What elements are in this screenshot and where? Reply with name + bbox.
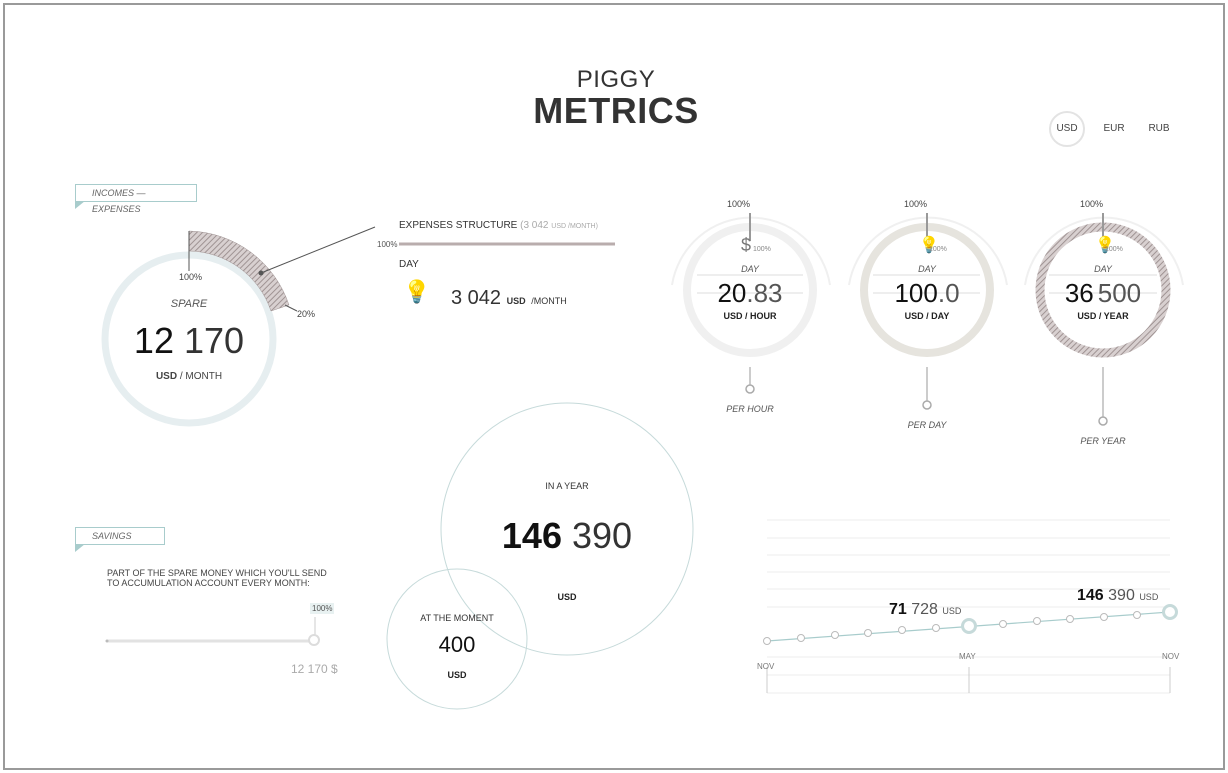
savings-slider-pct: 100% bbox=[310, 603, 335, 614]
lightbulb-icon-year: 💡 bbox=[1095, 237, 1115, 254]
timeline-label-end: NOV bbox=[1162, 652, 1180, 661]
meter-hour-period: DAY bbox=[741, 264, 759, 274]
timeline-label-start: NOV bbox=[757, 662, 775, 671]
meter-year-period: DAY bbox=[1094, 264, 1112, 274]
timeline-end-rest: 390 bbox=[1108, 587, 1135, 604]
currency-eur-button[interactable]: EUR bbox=[1103, 123, 1125, 134]
savings-tag[interactable]: SAVINGS bbox=[75, 527, 165, 552]
timeline-mid-unit: USD bbox=[942, 606, 962, 616]
meter-hour-unit: USD / HOUR bbox=[723, 311, 777, 321]
meter-year-pct-top: 100% bbox=[1080, 199, 1104, 209]
lightbulb-icon: 💡 bbox=[403, 279, 431, 304]
meter-year-foot: PER YEAR bbox=[1080, 436, 1126, 446]
year-bubble-unit: USD bbox=[557, 592, 577, 602]
expenses-item-period: DAY bbox=[399, 259, 419, 270]
meter-hour-value-main: 20 bbox=[717, 278, 747, 308]
spare-label: SPARE bbox=[170, 298, 208, 310]
expenses-pct: 100% bbox=[377, 240, 398, 249]
meter-hour-pct-top: 100% bbox=[727, 199, 751, 209]
meter-year bbox=[1024, 213, 1184, 426]
expenses-arc bbox=[188, 230, 290, 312]
currency-rub-button[interactable]: RUB bbox=[1148, 123, 1170, 134]
now-bubble-unit: USD bbox=[447, 670, 467, 680]
expenses-title: EXPENSES STRUCTURE bbox=[399, 220, 518, 231]
year-bubble bbox=[440, 402, 694, 656]
meter-year-unit: USD / YEAR bbox=[1077, 311, 1129, 321]
now-bubble bbox=[386, 568, 528, 710]
timeline-points bbox=[763, 611, 1141, 645]
meter-year-pct-mid: 100% bbox=[1105, 246, 1123, 253]
meter-day-value-main: 100 bbox=[894, 278, 938, 308]
timeline-end-main: 146 bbox=[1077, 587, 1104, 604]
expenses-subtitle-unit: USD /MONTH) bbox=[551, 223, 598, 230]
spare-value-main: 12 bbox=[133, 320, 174, 361]
savings-amount: 12 170 $ bbox=[291, 662, 338, 676]
decor-layer bbox=[101, 213, 1184, 710]
savings-desc-line1: PART OF THE SPARE MONEY WHICH YOU'LL SEN… bbox=[107, 568, 327, 578]
meter-day-pct-top: 100% bbox=[904, 199, 928, 209]
meter-hour bbox=[671, 213, 831, 394]
expenses-item-value: 3 042 bbox=[451, 287, 502, 309]
now-bubble-value: 400 bbox=[438, 632, 476, 657]
spare-pct-top: 100% bbox=[179, 272, 203, 282]
timeline-mid-point[interactable] bbox=[961, 618, 977, 634]
meter-day-pct-mid: 100% bbox=[929, 246, 947, 253]
meter-year-value-main: 36 bbox=[1064, 278, 1094, 308]
expenses-item-currency: USD bbox=[506, 296, 526, 306]
lightbulb-icon-day: 💡 bbox=[919, 237, 939, 254]
timeline-end-point[interactable] bbox=[1162, 604, 1178, 620]
dollar-icon: $ bbox=[741, 235, 752, 255]
meter-day-foot: PER DAY bbox=[907, 420, 947, 430]
savings-slider-handle[interactable] bbox=[308, 634, 320, 646]
app-window: PIGGY METRICS USD EUR RUB INCOMES — EXPE… bbox=[3, 3, 1225, 770]
meter-day bbox=[848, 213, 1008, 410]
spare-unit-currency: USD bbox=[155, 371, 178, 382]
spare-value-rest: 170 bbox=[183, 320, 245, 361]
savings-desc-line2: TO ACCUMULATION ACCOUNT EVERY MONTH: bbox=[107, 578, 310, 588]
logo-line2: METRICS bbox=[533, 90, 699, 131]
year-bubble-main: 146 bbox=[501, 515, 562, 556]
meter-hour-foot: PER HOUR bbox=[726, 404, 774, 414]
expenses-item-unit: /MONTH bbox=[531, 296, 567, 306]
year-bubble-rest: 390 bbox=[572, 515, 633, 556]
timeline-mid-rest: 728 bbox=[911, 601, 938, 618]
currency-usd-button[interactable]: USD bbox=[1049, 111, 1085, 147]
meter-hour-value-rest: .83 bbox=[746, 278, 783, 308]
logo-line1: PIGGY bbox=[576, 66, 656, 93]
year-bubble-label: IN A YEAR bbox=[545, 481, 589, 491]
incomes-expenses-tag[interactable]: INCOMES — EXPENSES bbox=[75, 184, 197, 214]
meter-year-value-rest: 500 bbox=[1097, 278, 1142, 308]
timeline-end-unit: USD bbox=[1139, 592, 1159, 602]
spare-unit-period: / MONTH bbox=[179, 371, 223, 382]
meter-hour-pct-mid: 100% bbox=[753, 246, 771, 253]
now-bubble-label: AT THE MOMENT bbox=[420, 613, 494, 623]
meter-day-unit: USD / DAY bbox=[904, 311, 950, 321]
meter-day-period: DAY bbox=[918, 264, 936, 274]
meter-day-value-rest: .0 bbox=[937, 278, 960, 308]
expenses-subtitle-value: (3 042 bbox=[520, 220, 549, 231]
timeline-label-mid: MAY bbox=[959, 652, 976, 661]
spare-pct-side: 20% bbox=[297, 309, 316, 319]
timeline-mid-main: 71 bbox=[889, 601, 907, 618]
